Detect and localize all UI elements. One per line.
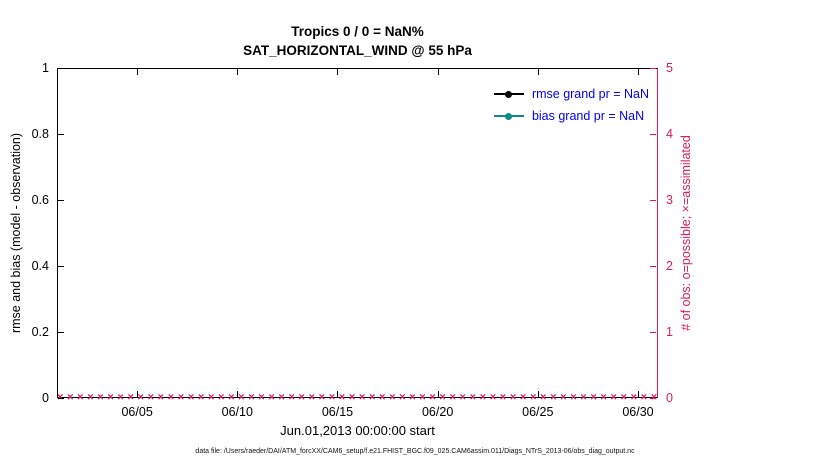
right-tick-mark xyxy=(650,398,656,399)
x-tick-label: 06/30 xyxy=(622,405,654,419)
x-tick-mark-top xyxy=(337,69,339,75)
plot-subtitle: SAT_HORIZONTAL_WIND @ 55 hPa xyxy=(243,43,472,58)
x-tick-mark-top xyxy=(637,69,639,75)
data-file-path: data file: /Users/raeder/DAI/ATM_forcXX/… xyxy=(195,448,635,455)
x-tick-mark xyxy=(337,391,339,397)
left-tick-label: 1 xyxy=(42,61,49,75)
x-tick-label: 06/10 xyxy=(221,405,253,419)
left-tick-label: 0.2 xyxy=(31,325,49,339)
x-tick-mark-top xyxy=(537,69,539,75)
x-tick-mark xyxy=(637,391,639,397)
left-tick-label: 0.8 xyxy=(31,127,49,141)
x-axis-label: Jun.01,2013 00:00:00 start xyxy=(280,423,435,438)
left-tick-mark xyxy=(58,398,64,399)
x-tick-mark xyxy=(437,391,439,397)
left-tick-mark xyxy=(58,200,64,201)
left-tick-mark xyxy=(58,332,64,333)
legend: rmse grand pr = NaN bias grand pr = NaN xyxy=(493,83,649,127)
right-tick-label: 4 xyxy=(666,127,673,141)
left-tick-mark xyxy=(58,68,64,69)
right-tick-label: 1 xyxy=(666,325,673,339)
bias-marker-dot-icon xyxy=(505,113,513,120)
x-tick-label: 06/20 xyxy=(421,405,454,419)
x-tick-mark-top xyxy=(137,69,139,75)
right-tick-mark xyxy=(650,200,656,201)
right-tick-mark xyxy=(650,134,656,135)
left-tick-label: 0 xyxy=(42,391,49,405)
left-tick-label: 0.4 xyxy=(31,259,49,273)
rmse-marker-dot-icon xyxy=(505,91,513,98)
x-tick-mark xyxy=(237,391,239,397)
legend-item-rmse: rmse grand pr = NaN xyxy=(493,83,649,105)
right-axis-label: # of obs: o=possible; ×=assimilated xyxy=(679,135,693,331)
legend-label-rmse: rmse grand pr = NaN xyxy=(531,87,649,101)
x-tick-mark-top xyxy=(237,69,239,75)
legend-label-bias: bias grand pr = NaN xyxy=(531,109,645,123)
plot-title: Tropics 0 / 0 = NaN% xyxy=(291,24,424,39)
left-tick-mark xyxy=(58,134,64,135)
rmse-line-sample-icon xyxy=(493,91,524,98)
right-tick-label: 2 xyxy=(666,259,673,273)
x-tick-mark-top xyxy=(437,69,439,75)
x-tick-label: 06/25 xyxy=(522,405,554,419)
x-tick-mark xyxy=(537,391,539,397)
right-tick-label: 3 xyxy=(666,193,673,207)
bias-line-sample-icon xyxy=(493,113,524,120)
left-tick-label: 0.6 xyxy=(31,193,49,207)
x-tick-mark xyxy=(137,391,139,397)
right-tick-mark xyxy=(650,266,656,267)
right-tick-label: 5 xyxy=(666,61,673,75)
right-tick-label: 0 xyxy=(666,391,673,405)
plot-area: rmse grand pr = NaN bias grand pr = NaN xyxy=(57,68,658,398)
left-tick-mark xyxy=(58,266,64,267)
left-axis-label: rmse and bias (model - observation) xyxy=(9,132,23,334)
right-tick-mark xyxy=(650,332,656,333)
x-tick-label: 06/15 xyxy=(321,405,354,419)
right-tick-mark xyxy=(650,68,656,69)
legend-item-bias: bias grand pr = NaN xyxy=(493,105,649,127)
x-tick-label: 06/05 xyxy=(121,405,153,419)
